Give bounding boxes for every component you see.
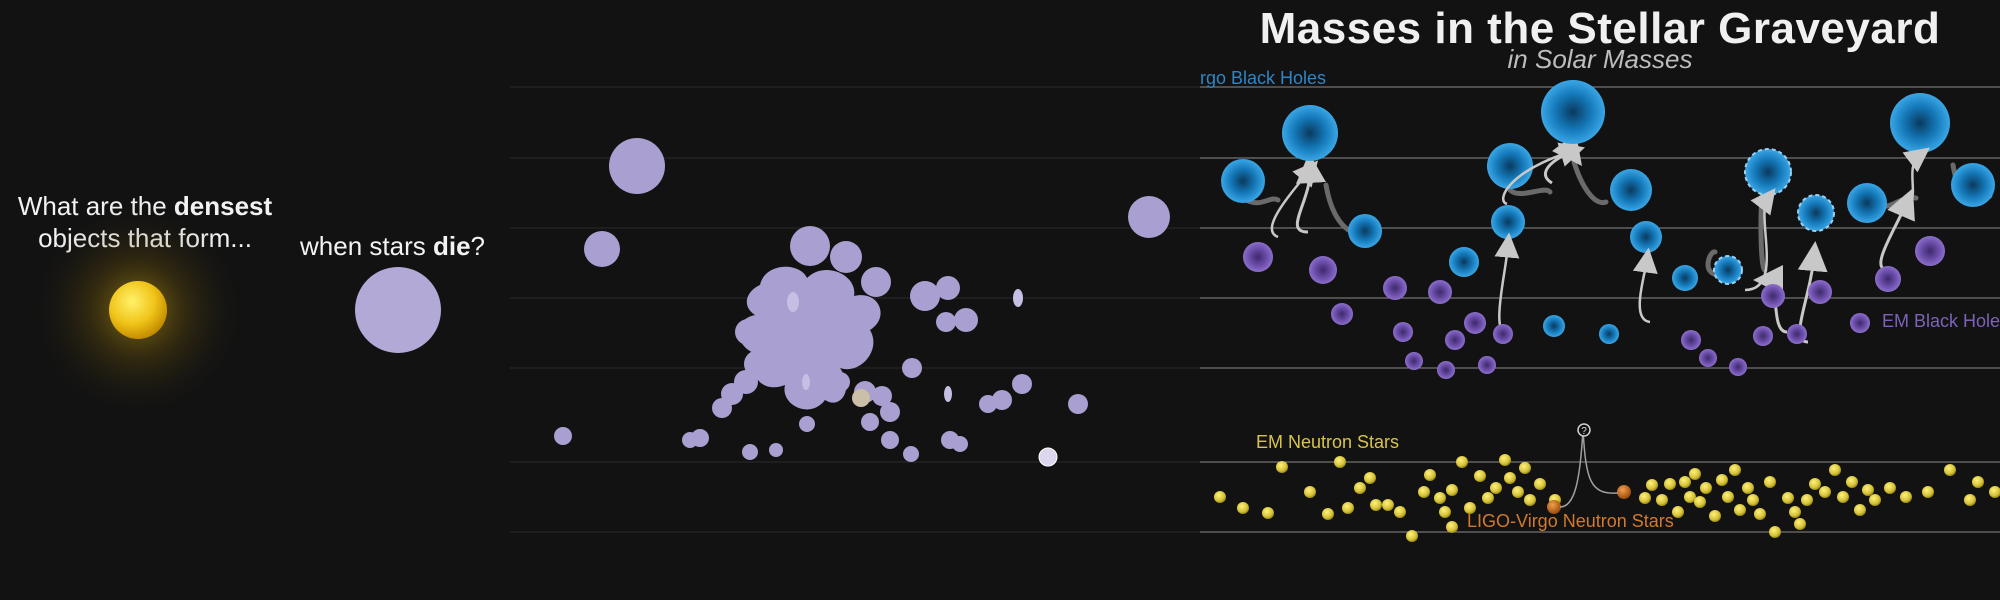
question-marker: ? bbox=[1581, 426, 1587, 437]
ligo-black-holes bbox=[1221, 80, 1995, 344]
question-marker-icon bbox=[1577, 423, 1591, 437]
em-black-holes bbox=[1243, 236, 1945, 379]
intro-graphics bbox=[28, 200, 441, 420]
legend-em-neutron-stars: EM Neutron Stars bbox=[1256, 432, 1400, 452]
question2-text: when stars bbox=[300, 231, 426, 261]
cluster-blobs bbox=[554, 138, 1170, 462]
cluster-dot-light bbox=[1038, 447, 1058, 467]
legend-ligo-neutron-stars: LIGO-Virgo Neutron Stars bbox=[1467, 511, 1674, 531]
ns-merger-line-2 bbox=[1582, 429, 1619, 494]
merger-arrows bbox=[1295, 132, 1915, 344]
graveyard-graphics: ? bbox=[1200, 80, 2000, 542]
cluster-highlights bbox=[787, 289, 1023, 402]
legend-ligo-black-holes: rgo Black Holes bbox=[1200, 68, 1327, 88]
ns-merger-line bbox=[1559, 429, 1584, 508]
legend-em-black-holes: EM Black Holes bbox=[1882, 311, 2000, 331]
ligo-neutron-stars bbox=[1547, 485, 1631, 514]
ligo-black-holes-candidates bbox=[1713, 148, 1835, 285]
intro-question-2: when stars die? bbox=[300, 230, 485, 262]
sun-icon bbox=[109, 281, 167, 339]
em-neutron-stars bbox=[1214, 454, 2000, 542]
question2-mark: ? bbox=[470, 231, 486, 261]
page-title: Masses in the Stellar Graveyard bbox=[1259, 4, 1941, 53]
intro-panel: What are the densest objects that form..… bbox=[0, 0, 510, 600]
page-subtitle: in Solar Masses bbox=[1507, 44, 1693, 74]
cluster-graphics bbox=[510, 86, 1200, 533]
graveyard-gridlines bbox=[1200, 86, 2000, 533]
cluster-panel bbox=[510, 0, 1200, 600]
question2-emphasis: die bbox=[432, 231, 471, 261]
cluster-dot-beige bbox=[852, 389, 870, 407]
graveyard-panel: ? bbox=[1200, 0, 2000, 600]
white-dwarf-icon bbox=[355, 267, 441, 353]
